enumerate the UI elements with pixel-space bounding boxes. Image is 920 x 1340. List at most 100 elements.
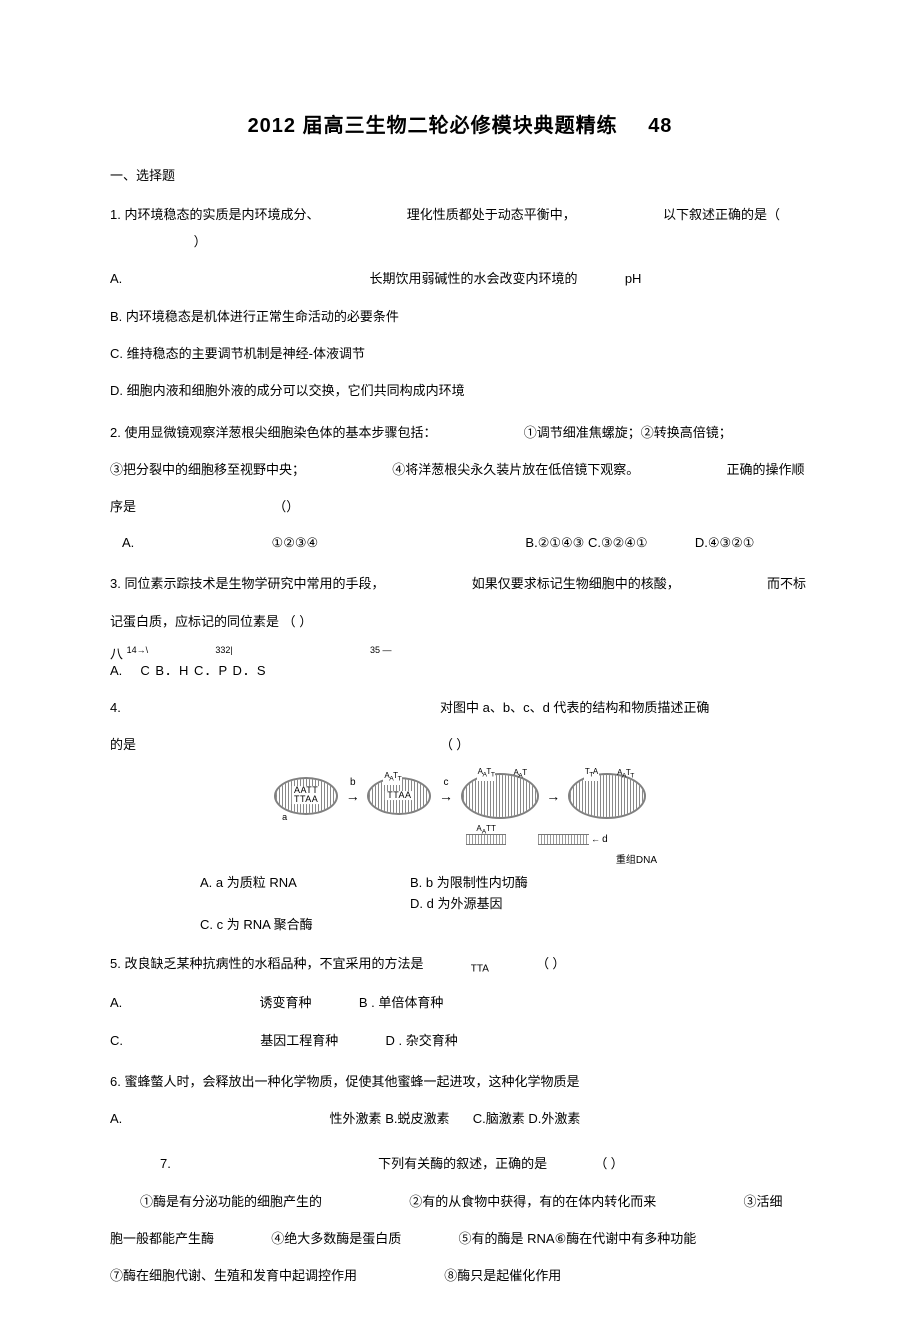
q7-l2: 胞一般都能产生酶 ④绝大多数酶是蛋白质 ⑤有的酶是 RNA⑥酶在代谢中有多种功能	[110, 1225, 810, 1252]
q4-line2: 的是 （ ）	[110, 731, 810, 758]
label-a: a	[282, 810, 287, 824]
q4-num: 4.	[110, 694, 121, 721]
q3-sup332: 332|	[215, 645, 232, 655]
q7-l1c: ③活细	[744, 1194, 783, 1209]
q4-A: A. a 为质粒 RNA	[200, 873, 410, 894]
plasmid-1: AATTTTAA a	[274, 777, 338, 815]
plasmid-4: TTA AATT	[568, 773, 646, 819]
q7-l1b: ②有的从食物中获得，有的在体内转化而来	[409, 1194, 656, 1209]
q3-stem-b: 如果仅要求标记生物细胞中的核酸，	[472, 576, 680, 591]
q6-A: 性外激素	[330, 1111, 382, 1126]
q7-num: 7.	[160, 1150, 171, 1177]
q1-opt-d: D. 细胞内液和细胞外液的成分可以交换，它们共同构成内环境	[110, 377, 810, 404]
q7-l2a: 胞一般都能产生酶	[110, 1231, 214, 1246]
q3-sup35: 35 —	[370, 645, 392, 655]
recomb-caption: 重组DNA	[245, 853, 675, 869]
question-7: 7. 下列有关酶的叙述，正确的是 （ ）	[160, 1150, 810, 1177]
q7-l3a: ⑦酶在细胞代谢、生殖和发育中起调控作用	[110, 1268, 357, 1283]
q4-l2a: 的是	[110, 737, 136, 752]
q4-C: C. c 为 RNA 聚合酶	[200, 915, 810, 936]
q3-options: 八 14→\ 332| 35 — A. C B．H C．P D．S	[110, 645, 810, 680]
title-number: 48	[648, 115, 672, 137]
title-main: 2012 届高三生物二轮必修模块典题精练	[248, 115, 618, 137]
q3-line2: 记蛋白质，应标记的同位素是 （ ）	[110, 608, 810, 635]
q2-stem-b: ①调节细准焦螺旋；②转换高倍镜；	[524, 425, 732, 440]
p3-tag2: AAT	[513, 767, 526, 782]
q7-stem: 下列有关酶的叙述，正确的是	[378, 1156, 547, 1171]
q4-stem: 对图中 a、b、c、d 代表的结构和物质描述正确	[440, 700, 709, 715]
q2-C: C.③②④①	[588, 535, 648, 550]
q7-l1: ①酶是有分泌功能的细胞产生的 ②有的从食物中获得，有的在体内转化而来 ③活细	[140, 1188, 810, 1215]
q2-line2: ③把分裂中的细胞移至视野中央； ④将洋葱根尖永久装片放在低倍镜下观察。 正确的操…	[110, 456, 810, 483]
q5-D: D . 杂交育种	[386, 1033, 458, 1048]
q2-D: D.④③②①	[695, 535, 755, 550]
arrow-b: b→	[346, 785, 360, 807]
q2-l2b: ④将洋葱根尖永久装片放在低倍镜下观察。	[392, 462, 639, 477]
q1-opt-b: B. 内环境稳态是机体进行正常生命活动的必要条件	[110, 303, 810, 330]
q2-l3b: （）	[273, 499, 299, 514]
p4-tag2: AATT	[617, 767, 634, 782]
question-2: 2. 使用显微镜观察洋葱根尖细胞染色体的基本步骤包括： ①调节细准焦螺旋；②转换…	[110, 419, 810, 446]
q4-l2b: （ ）	[440, 737, 469, 752]
q7-l1a: ①酶是有分泌功能的细胞产生的	[140, 1194, 322, 1209]
q3-stem-a: 3. 同位素示踪技术是生物学研究中常用的手段，	[110, 576, 384, 591]
q5-paren: （ ）	[536, 956, 565, 971]
q3-sup14: 14→\	[127, 645, 149, 655]
question-5: 5. 改良缺乏某种抗病性的水稻品种，不宜采用的方法是 TTA （ ）	[110, 950, 810, 980]
label-d: d	[602, 834, 608, 845]
label-c: c	[444, 775, 449, 791]
q1-A-text: 长期饮用弱碱性的水会改变内环境的	[370, 271, 578, 286]
arrow-c: c→	[439, 785, 453, 807]
q5-C: 基因工程育种	[260, 1033, 338, 1048]
q2-B: B.②①④③	[525, 535, 584, 550]
q6-options: A. 性外激素 B.蜕皮激素 C.脑激素 D.外激素	[110, 1105, 810, 1132]
q2-l2a: ③把分裂中的细胞移至视野中央；	[110, 462, 305, 477]
q7-paren: （ ）	[594, 1156, 623, 1171]
q7-l2b: ④绝大多数酶是蛋白质	[271, 1231, 401, 1246]
q6-A-letter: A.	[110, 1105, 122, 1132]
q7-l3b: ⑧酶只是起催化作用	[444, 1268, 561, 1283]
q2-A: ①②③④	[272, 535, 319, 550]
figure-row2: AATT ← d	[245, 825, 675, 854]
q5-stem: 5. 改良缺乏某种抗病性的水稻品种，不宜采用的方法是	[110, 956, 423, 971]
plasmid2-top: AATT	[383, 770, 402, 785]
q6-B: B.蜕皮激素	[385, 1111, 449, 1126]
q4-figure: AATTTTAA a b→ TTAA AATT c→ AATT AAT → TT…	[245, 773, 675, 870]
q3-A-letter: A.	[110, 663, 122, 680]
arrow-3: →	[546, 785, 560, 807]
q1-stem-c: 以下叙述正确的是（	[663, 207, 780, 222]
q1-A-ph: pH	[625, 265, 642, 292]
plasmid-2: TTAA AATT	[367, 777, 431, 815]
q2-line3: 序是 （）	[110, 493, 810, 520]
q2-options: A. ①②③④ B.②①④③ C.③②④① D.④③②①	[122, 530, 810, 556]
p4-tag1: TTA	[584, 766, 599, 781]
q1-stem-a: 1. 内环境稳态的实质是内环境成分、	[110, 207, 319, 222]
q5-B: B . 单倍体育种	[359, 995, 444, 1010]
q2-l3a: 序是	[110, 499, 136, 514]
q5-row2: C. 基因工程育种 D . 杂交育种	[110, 1027, 810, 1054]
question-1: 1. 内环境稳态的实质是内环境成分、 理化性质都处于动态平衡中， 以下叙述正确的…	[110, 201, 810, 256]
q1-stem-d: ）	[194, 234, 207, 249]
q5-row1: A. 诱变育种 B . 单倍体育种	[110, 989, 810, 1016]
q1-A-letter: A.	[110, 265, 122, 292]
q5-A: 诱变育种	[260, 995, 312, 1010]
p3-tag1: AATT	[477, 766, 496, 781]
q5-C-letter: C.	[110, 1027, 123, 1054]
plasmid-3: AATT AAT	[461, 773, 539, 819]
q2-l2c: 正确的操作顺	[727, 462, 805, 477]
q6-C: C.脑激素	[473, 1111, 525, 1126]
q4-opts-row1: A. a 为质粒 RNA B. b 为限制性内切酶	[200, 873, 810, 894]
q6-D: D.外激素	[528, 1111, 580, 1126]
question-4: 4. 对图中 a、b、c、d 代表的结构和物质描述正确	[110, 694, 810, 721]
q4-B: B. b 为限制性内切酶	[410, 873, 528, 894]
q1-opt-c: C. 维持稳态的主要调节机制是神经-体液调节	[110, 340, 810, 367]
q5-tta: TTA	[471, 963, 489, 974]
q4-D: D. d 为外源基因	[410, 894, 502, 915]
q2-A-letter: A.	[122, 530, 134, 556]
question-6: 6. 蜜蜂螫人时，会释放出一种化学物质，促使其他蜜蜂一起进攻，这种化学物质是	[110, 1068, 810, 1095]
q7-l3: ⑦酶在细胞代谢、生殖和发育中起调控作用 ⑧酶只是起催化作用	[110, 1262, 810, 1289]
q4-opts-row2: D. d 为外源基因	[200, 894, 810, 915]
q5-A-letter: A.	[110, 989, 122, 1016]
label-b: b	[350, 775, 356, 791]
q2-stem-a: 2. 使用显微镜观察洋葱根尖细胞染色体的基本步骤包括：	[110, 425, 436, 440]
